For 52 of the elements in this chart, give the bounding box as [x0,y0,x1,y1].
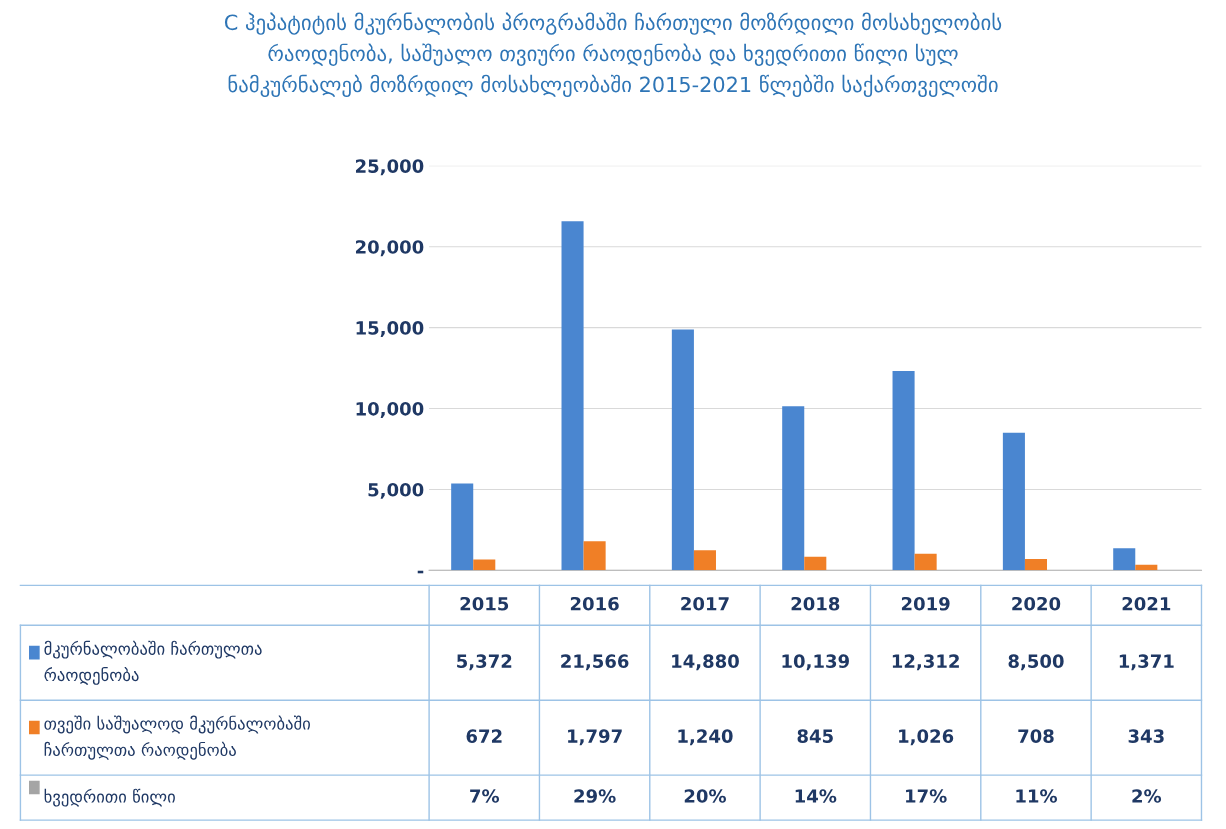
data-label: 8,500 [1008,654,1064,671]
data-label: 672 [466,729,502,743]
bar [1135,564,1158,571]
data-label: 12,312 [892,654,959,671]
data-label: 845 [797,729,833,743]
data-label: 7% [470,789,500,803]
y-tick-label: 5,000 [368,482,424,499]
y-tick-label: 20,000 [355,240,424,257]
y-tick-label: 10,000 [356,401,424,418]
data-label: 21,566 [561,654,629,671]
data-label: 1,240 [678,729,733,746]
bar [1024,558,1047,571]
data-label: 17% [906,789,947,803]
x-tick-label: 2015 [460,596,509,611]
bar [1002,432,1025,571]
bar [561,221,584,571]
data-label: 343 [1128,729,1164,743]
x-tick-label: 2019 [901,596,950,611]
y-tick-label: 15,000 [356,321,424,338]
data-label: 1,797 [568,729,622,746]
data-label: 20% [684,789,726,803]
x-tick-label: 2018 [791,596,840,611]
legend-label: მკურნალობაში ჩართულთა რაოდენობა [44,640,262,685]
data-label: 1,026 [899,729,954,746]
data-label: 1,371 [1119,654,1174,671]
data-label: 2% [1132,789,1162,803]
data-label: 14% [795,789,837,803]
x-tick-label: 2017 [681,596,729,611]
legend-label: ხვედრითი წილი [44,788,175,807]
data-label: 14,880 [672,654,739,671]
bar [693,550,716,571]
y-tick-label: - [417,570,424,574]
x-tick-label: 2016 [570,596,619,611]
bar [892,371,915,571]
bar [451,483,474,571]
bar [583,541,606,571]
x-tick-label: 2020 [1012,596,1061,611]
bar [804,556,827,571]
data-label: 708 [1018,729,1054,743]
x-tick-label: 2021 [1122,596,1171,611]
data-label: 29% [574,789,616,803]
y-tick-label: 25,000 [355,159,424,176]
bar [671,329,694,571]
bar [473,559,496,571]
data-label: 5,372 [457,654,512,671]
chart-title: C ჰეპატიტის მკურნალობის პროგრამაში ჩართული მოზრდილი მოსახელობის რაოდენობა, საშუალო თვიური რაოდენობა და ხვედრითი წილი სულ ნამკურნალებ მოზრდილ მოსახლეობაში 2015-2021 წლებში საქართველოში [224,12,1002,97]
data-label: 10,139 [782,654,849,671]
bar [914,553,937,571]
data-label: 11% [1016,789,1057,803]
bar [1113,548,1136,571]
legend-label: თვეში საშუალოდ მკურნალობაში ჩართულთა რაოდენობა [44,715,310,760]
bar [782,406,805,571]
